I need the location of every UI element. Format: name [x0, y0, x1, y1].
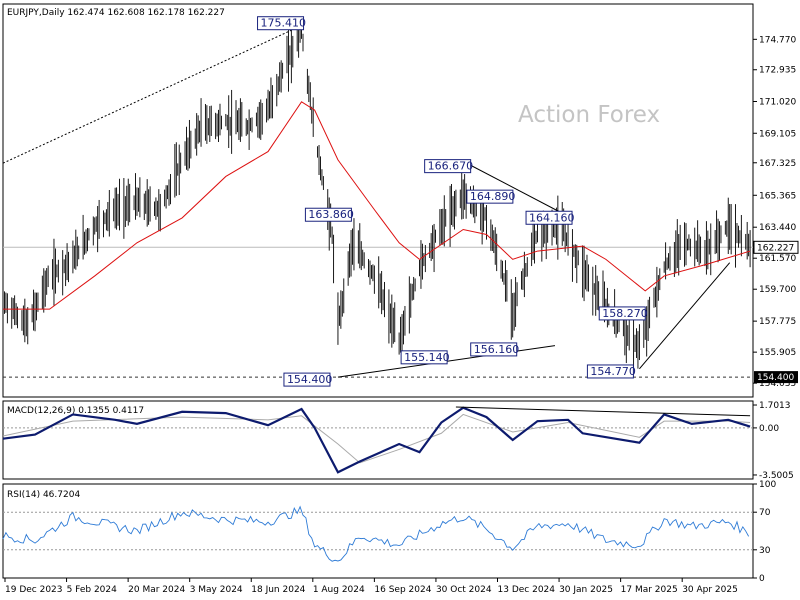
current-price-tag	[753, 240, 799, 254]
rsi-tick-label: 0	[759, 574, 765, 584]
x-tick-label: 3 May 2024	[190, 585, 243, 595]
macd-tick-label: 0.00	[759, 424, 779, 434]
price-tick-label: 161.570	[759, 254, 796, 264]
pane-frame-macd	[2, 400, 754, 480]
support-price-tag	[754, 371, 798, 384]
annotation-box	[586, 364, 634, 379]
price-tick-label: 174.770	[759, 35, 796, 45]
macd-tick-label: -3.5005	[759, 471, 794, 481]
price-tick-label: 159.700	[759, 285, 796, 295]
annotation-box	[400, 350, 448, 365]
x-tick-label: 5 Feb 2024	[67, 585, 118, 595]
rsi-title: RSI(14) 46.7204	[7, 490, 80, 500]
x-tick-label: 20 Mar 2024	[128, 585, 185, 595]
macd-tick-label: 1.7013	[759, 401, 791, 411]
x-tick-label: 16 Sep 2024	[374, 585, 431, 595]
annotation-box	[525, 210, 573, 225]
annotation-label: 154.400	[287, 373, 333, 386]
annotation-label: 163.860	[308, 208, 354, 221]
price-tick-label: 171.020	[759, 98, 796, 108]
price-tick-label: 172.935	[759, 66, 796, 76]
moving-average-line	[3, 101, 751, 310]
annotation-label: 164.890	[470, 190, 516, 203]
annotation-box	[257, 16, 305, 31]
annotation-label: 156.160	[474, 343, 520, 356]
x-tick-label: 19 Dec 2023	[5, 585, 63, 595]
price-tick-label: 165.365	[759, 191, 796, 201]
macd-signal-line	[2, 413, 751, 464]
x-tick-label: 30 Apr 2025	[682, 585, 738, 595]
annotation-label: 166.670	[428, 160, 474, 173]
annotation-box	[304, 207, 352, 222]
price-tick-label: 169.105	[759, 129, 796, 139]
rsi-tick-label: 70	[759, 508, 771, 518]
trendline-3	[639, 262, 731, 370]
annotation-box	[470, 342, 518, 357]
macd-title: MACD(12,26,9) 0.1355 0.4117	[7, 406, 144, 416]
support-price-label: 154.400	[757, 373, 794, 383]
annotation-label: 164.160	[529, 211, 575, 224]
x-tick-label: 17 Mar 2025	[621, 585, 678, 595]
rsi-tick-label: 100	[759, 480, 776, 490]
chart-header: EURJPY,Daily 162.474 162.608 162.178 162…	[7, 8, 225, 18]
annotation-label: 155.140	[404, 351, 450, 364]
rsi-line	[2, 505, 750, 562]
x-tick-label: 30 Oct 2024	[436, 585, 492, 595]
x-tick-label: 1 Aug 2024	[313, 585, 365, 595]
x-tick-label: 30 Jan 2025	[559, 585, 613, 595]
pane-frame-price	[2, 3, 754, 398]
x-tick-label: 13 Dec 2024	[498, 585, 556, 595]
annotation-box	[466, 189, 514, 204]
pane-frame-rsi	[2, 483, 754, 579]
annotation-box	[424, 159, 472, 174]
annotation-box	[283, 372, 331, 387]
annotation-box	[598, 306, 646, 321]
price-tick-label: 154.035	[759, 379, 796, 389]
rsi-tick-label: 30	[759, 546, 771, 556]
trendline-1	[460, 159, 569, 217]
annotation-label: 154.770	[590, 365, 636, 378]
price-bars	[2, 22, 751, 369]
macd-main-line	[2, 406, 751, 474]
price-tick-label: 167.325	[759, 159, 796, 169]
price-tick-label: 163.440	[759, 223, 796, 233]
watermark-text: Action Forex	[518, 102, 660, 128]
annotation-label: 175.410	[261, 17, 307, 30]
price-tick-label: 157.775	[759, 317, 796, 327]
current-price-label: 162.227	[757, 243, 794, 253]
macd-trendline	[455, 406, 751, 417]
price-tick-label: 155.905	[759, 348, 796, 358]
x-tick-label: 18 Jun 2024	[251, 585, 305, 595]
annotation-label: 158.270	[602, 307, 648, 320]
trendline-0	[2, 25, 302, 164]
